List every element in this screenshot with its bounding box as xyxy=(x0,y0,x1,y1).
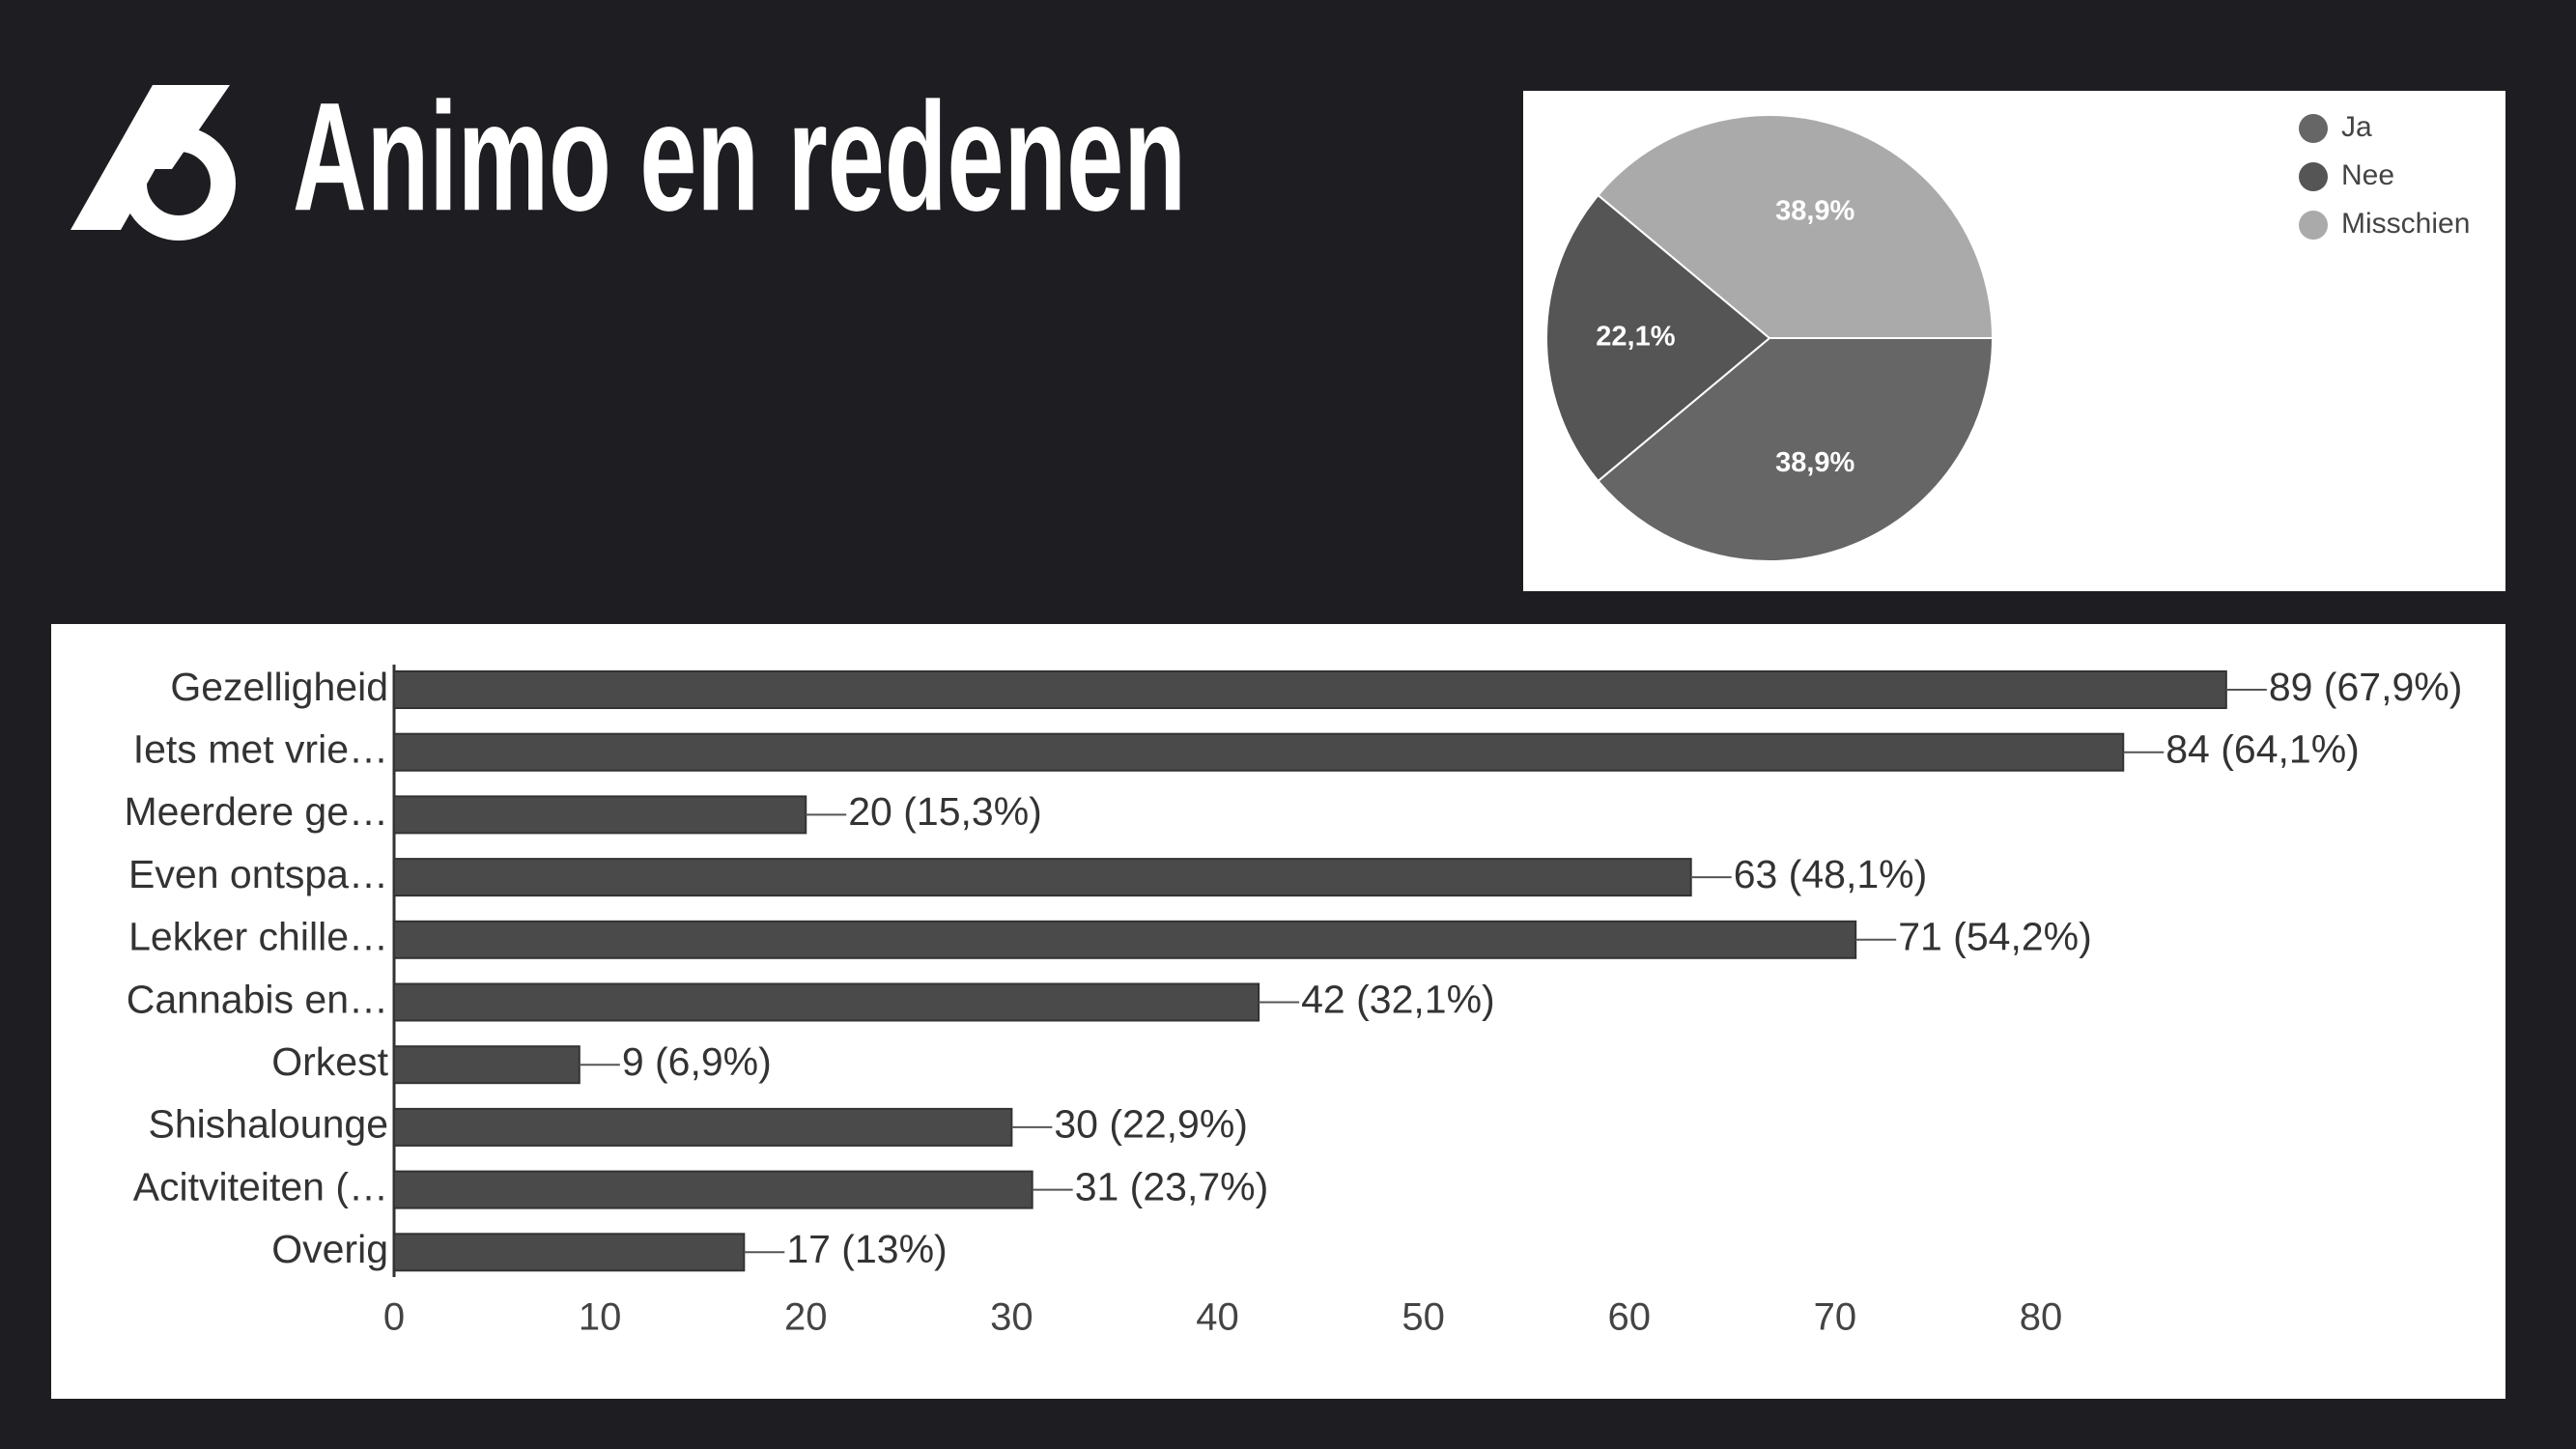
x-tick-label: 60 xyxy=(1608,1296,1652,1339)
value-label: 71 (54,2%) xyxy=(1898,915,2092,959)
category-label: Gezelligheid xyxy=(170,665,388,709)
bar xyxy=(393,982,1260,1022)
pie-slice xyxy=(1597,337,1995,562)
value-label: 9 (6,9%) xyxy=(622,1039,772,1084)
legend-swatch xyxy=(2299,114,2328,143)
pie-value-label: 38,9% xyxy=(1775,447,1854,478)
value-label: 31 (23,7%) xyxy=(1075,1164,1269,1208)
value-label: 30 (22,9%) xyxy=(1054,1102,1248,1147)
pie-slice xyxy=(1545,193,1771,483)
category-label: Shishalounge xyxy=(149,1102,388,1147)
value-label: 20 (15,3%) xyxy=(848,789,1042,834)
bar xyxy=(393,920,1857,959)
category-label: Meerdere ge… xyxy=(125,789,388,834)
category-label: Lekker chille… xyxy=(128,915,388,959)
bar xyxy=(393,795,807,835)
category-label: Cannabis en… xyxy=(127,977,388,1021)
logo-tail xyxy=(143,85,230,169)
x-tick-label: 80 xyxy=(2020,1296,2063,1339)
value-label: 89 (67,9%) xyxy=(2269,665,2463,709)
category-label: Even ontspa… xyxy=(128,852,388,896)
bar xyxy=(393,1233,746,1272)
logo xyxy=(71,85,236,241)
pie-value-label: 38,9% xyxy=(1775,195,1854,226)
legend-label: Misschien xyxy=(2341,208,2470,240)
value-label: 84 (64,1%) xyxy=(2166,727,2360,772)
x-tick-label: 10 xyxy=(579,1296,622,1339)
legend-swatch xyxy=(2299,211,2328,240)
x-tick-label: 30 xyxy=(990,1296,1033,1339)
bar xyxy=(393,858,1692,897)
x-tick-label: 20 xyxy=(784,1296,828,1339)
bar xyxy=(393,670,2227,709)
x-tick-label: 70 xyxy=(1814,1296,1857,1339)
bar xyxy=(393,1170,1033,1209)
x-tick-label: 0 xyxy=(383,1296,405,1339)
category-label: Iets met vrie… xyxy=(133,727,388,772)
legend-label: Nee xyxy=(2341,159,2394,191)
category-label: Orkest xyxy=(271,1039,388,1084)
category-label: Overig xyxy=(271,1227,388,1271)
page-title: Animo en redenen xyxy=(293,70,1186,242)
pie-value-label: 22,1% xyxy=(1596,322,1675,353)
value-label: 63 (48,1%) xyxy=(1734,852,1928,896)
bar xyxy=(393,1107,1013,1147)
value-label: 42 (32,1%) xyxy=(1301,977,1495,1021)
x-tick-label: 40 xyxy=(1196,1296,1239,1339)
x-tick-label: 50 xyxy=(1401,1296,1445,1339)
value-label: 17 (13%) xyxy=(786,1227,947,1271)
category-label: Acitviteiten (… xyxy=(133,1164,388,1208)
bar xyxy=(393,732,2125,772)
legend-label: Ja xyxy=(2341,111,2372,143)
pie-slice xyxy=(1597,114,1995,339)
bar xyxy=(393,1045,580,1085)
legend-swatch xyxy=(2299,162,2328,191)
